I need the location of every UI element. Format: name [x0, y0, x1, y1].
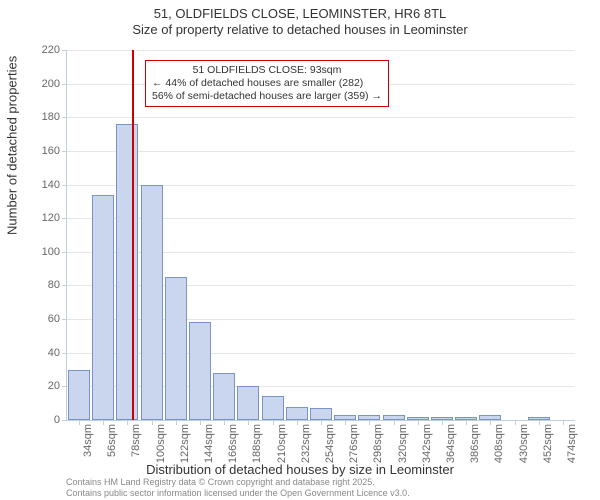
footer-line1: Contains HM Land Registry data © Crown c…	[66, 477, 410, 487]
x-tick-mark	[539, 420, 540, 425]
x-tick-label: 474sqm	[566, 424, 578, 464]
x-tick-mark	[248, 420, 249, 425]
x-tick-mark	[273, 420, 274, 425]
x-tick-mark	[79, 420, 80, 425]
x-tick-mark	[200, 420, 201, 425]
histogram-bar	[262, 396, 284, 420]
footer-line2: Contains public sector information licen…	[66, 488, 410, 498]
x-tick-label: 276sqm	[348, 424, 360, 464]
x-tick-mark	[369, 420, 370, 425]
y-tick-label: 60	[20, 313, 60, 325]
x-tick-mark	[152, 420, 153, 425]
x-tick-label: 452sqm	[542, 424, 554, 464]
annotation-box: 51 OLDFIELDS CLOSE: 93sqm ← 44% of detac…	[145, 60, 389, 107]
x-tick-mark	[224, 420, 225, 425]
y-axis-label: Number of detached properties	[5, 56, 20, 235]
x-tick-mark	[321, 420, 322, 425]
y-tick-label: 20	[20, 380, 60, 392]
chart-container: { "title_line1": "51, OLDFIELDS CLOSE, L…	[0, 0, 600, 500]
chart-title-line1: 51, OLDFIELDS CLOSE, LEOMINSTER, HR6 8TL	[0, 0, 600, 22]
y-tick-label: 220	[20, 44, 60, 56]
y-tick-mark	[62, 420, 67, 421]
x-tick-mark	[466, 420, 467, 425]
x-tick-mark	[103, 420, 104, 425]
x-tick-label: 210sqm	[276, 424, 288, 464]
x-tick-label: 144sqm	[203, 424, 215, 464]
histogram-bar	[310, 408, 332, 420]
x-tick-label: 232sqm	[300, 424, 312, 464]
y-tick-label: 80	[20, 279, 60, 291]
x-tick-label: 78sqm	[130, 424, 142, 464]
y-tick-mark	[62, 218, 67, 219]
x-tick-label: 254sqm	[324, 424, 336, 464]
y-tick-mark	[62, 252, 67, 253]
x-tick-mark	[418, 420, 419, 425]
y-tick-label: 140	[20, 179, 60, 191]
histogram-bar	[189, 322, 211, 420]
histogram-bar	[165, 277, 187, 420]
y-tick-mark	[62, 50, 67, 51]
x-tick-label: 100sqm	[155, 424, 167, 464]
x-tick-mark	[442, 420, 443, 425]
x-tick-label: 122sqm	[179, 424, 191, 464]
histogram-bar	[116, 124, 138, 420]
y-tick-label: 120	[20, 212, 60, 224]
x-tick-mark	[127, 420, 128, 425]
y-tick-mark	[62, 386, 67, 387]
x-tick-label: 298sqm	[372, 424, 384, 464]
histogram-bar	[141, 185, 163, 420]
y-tick-mark	[62, 151, 67, 152]
gridline	[67, 50, 575, 51]
histogram-bar	[68, 370, 90, 420]
histogram-bar	[237, 386, 259, 420]
x-tick-label: 408sqm	[493, 424, 505, 464]
x-tick-mark	[563, 420, 564, 425]
x-tick-mark	[515, 420, 516, 425]
x-tick-label: 166sqm	[227, 424, 239, 464]
y-tick-mark	[62, 117, 67, 118]
y-tick-label: 40	[20, 347, 60, 359]
x-tick-mark	[297, 420, 298, 425]
x-tick-label: 342sqm	[421, 424, 433, 464]
x-tick-label: 34sqm	[82, 424, 94, 464]
annotation-line1: 51 OLDFIELDS CLOSE: 93sqm	[152, 64, 382, 77]
x-tick-mark	[345, 420, 346, 425]
histogram-bar	[92, 195, 114, 420]
y-tick-label: 160	[20, 145, 60, 157]
y-tick-mark	[62, 84, 67, 85]
chart-title-line2: Size of property relative to detached ho…	[0, 22, 600, 37]
annotation-line2: ← 44% of detached houses are smaller (28…	[152, 77, 382, 90]
y-tick-label: 180	[20, 111, 60, 123]
x-tick-label: 430sqm	[518, 424, 530, 464]
histogram-bar	[286, 407, 308, 420]
x-tick-label: 56sqm	[106, 424, 118, 464]
x-tick-label: 188sqm	[251, 424, 263, 464]
x-tick-mark	[394, 420, 395, 425]
x-tick-label: 386sqm	[469, 424, 481, 464]
y-tick-mark	[62, 285, 67, 286]
x-tick-mark	[176, 420, 177, 425]
histogram-bar	[213, 373, 235, 420]
x-tick-label: 320sqm	[397, 424, 409, 464]
property-marker-line	[132, 50, 134, 420]
y-tick-mark	[62, 353, 67, 354]
y-tick-label: 0	[20, 414, 60, 426]
gridline	[67, 117, 575, 118]
footer-attribution: Contains HM Land Registry data © Crown c…	[66, 477, 410, 498]
x-axis-label: Distribution of detached houses by size …	[0, 462, 600, 477]
y-tick-mark	[62, 319, 67, 320]
x-tick-mark	[490, 420, 491, 425]
y-tick-label: 200	[20, 78, 60, 90]
x-tick-label: 364sqm	[445, 424, 457, 464]
y-tick-mark	[62, 185, 67, 186]
annotation-line3: 56% of semi-detached houses are larger (…	[152, 90, 382, 103]
y-tick-label: 100	[20, 246, 60, 258]
plot-area: 51 OLDFIELDS CLOSE: 93sqm ← 44% of detac…	[66, 50, 575, 421]
gridline	[67, 151, 575, 152]
